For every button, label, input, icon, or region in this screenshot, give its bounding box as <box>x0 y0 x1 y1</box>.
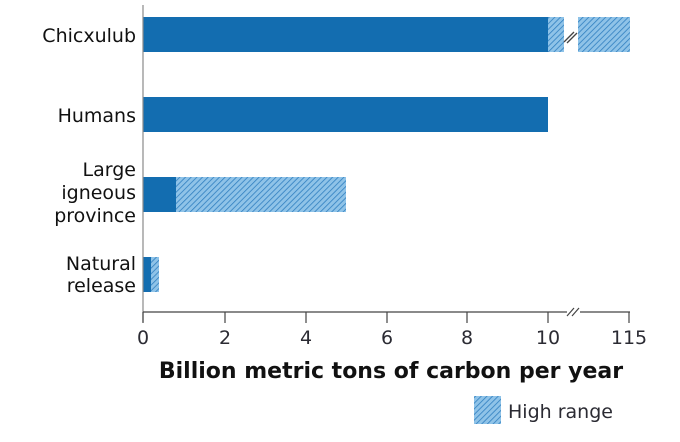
x-axis: 0 2 4 6 8 10 115 <box>137 307 647 349</box>
legend-label-high-range: High range <box>508 401 613 423</box>
axis-break-icon <box>566 307 580 317</box>
bar-humans-solid <box>143 97 548 132</box>
legend: High range <box>474 396 613 424</box>
x-tick-115: 115 <box>611 327 647 349</box>
bar-lip-solid <box>143 177 176 212</box>
category-label-humans: Humans <box>58 105 136 127</box>
x-tick-10: 10 <box>536 327 560 349</box>
x-tick-0: 0 <box>137 327 149 349</box>
legend-swatch-high-range <box>474 396 501 424</box>
category-label-natural-line2: release <box>67 275 136 297</box>
bar-natural-hatch <box>151 257 159 292</box>
bar-chicxulub-hatch-right <box>578 17 630 52</box>
x-tick-4: 4 <box>300 327 312 349</box>
bar-break-icon <box>563 31 578 44</box>
bar-chicxulub-solid <box>143 17 548 52</box>
category-label-lip-line2: igneous <box>61 182 136 204</box>
bar-natural-solid <box>143 257 151 292</box>
bar-lip-hatch <box>176 177 346 212</box>
category-label-natural-line1: Natural <box>66 253 136 275</box>
category-label-lip-line1: Large <box>83 159 136 181</box>
x-tick-6: 6 <box>381 327 393 349</box>
bar-chicxulub-hatch-left <box>548 17 564 52</box>
category-labels: Chicxulub Humans Large igneous province … <box>42 25 136 297</box>
category-label-chicxulub: Chicxulub <box>42 25 136 47</box>
category-label-lip-line3: province <box>54 205 136 227</box>
x-tick-8: 8 <box>461 327 473 349</box>
x-axis-title: Billion metric tons of carbon per year <box>159 359 623 384</box>
bars <box>143 17 630 292</box>
x-tick-2: 2 <box>219 327 231 349</box>
